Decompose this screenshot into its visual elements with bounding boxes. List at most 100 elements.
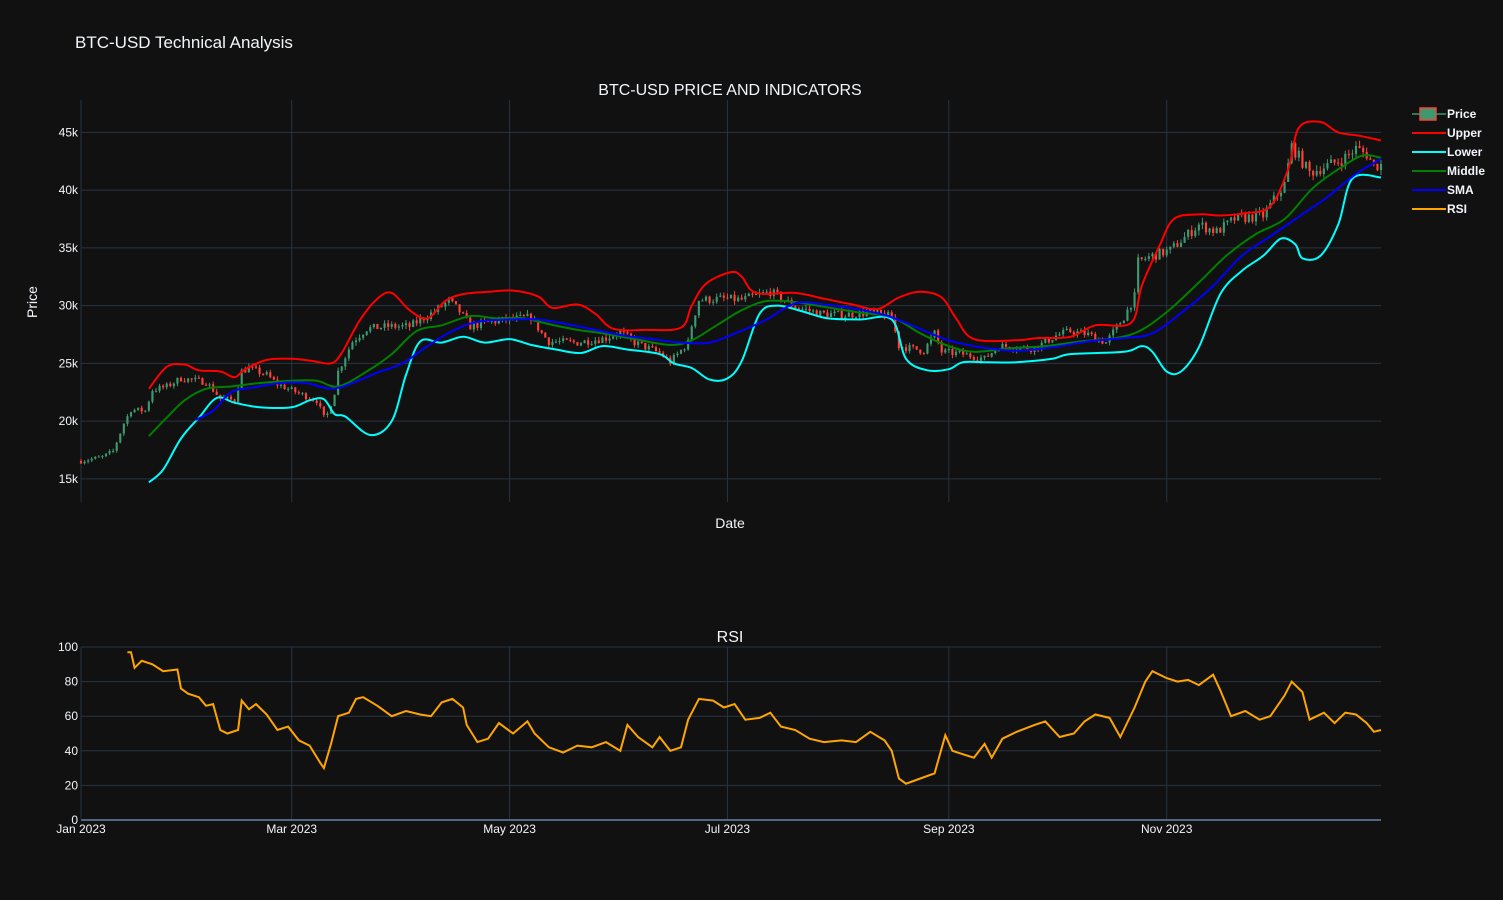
candle-body[interactable]: [415, 320, 418, 324]
candle-body[interactable]: [1294, 143, 1297, 158]
candle-body[interactable]: [144, 410, 147, 412]
candle-body[interactable]: [104, 453, 108, 457]
candle-body[interactable]: [812, 310, 815, 312]
candle-body[interactable]: [479, 320, 483, 328]
candle-body[interactable]: [640, 341, 643, 344]
candle-body[interactable]: [326, 413, 329, 415]
candle-body[interactable]: [304, 393, 308, 400]
candle-body[interactable]: [694, 315, 697, 327]
candle-body[interactable]: [983, 355, 986, 358]
candle-body[interactable]: [94, 456, 97, 459]
candle-body[interactable]: [651, 346, 654, 348]
candle-body[interactable]: [162, 385, 165, 388]
candle-body[interactable]: [1265, 207, 1268, 218]
candle-body[interactable]: [879, 309, 883, 314]
candle-body[interactable]: [87, 460, 90, 462]
candle-body[interactable]: [776, 289, 779, 293]
candle-body[interactable]: [1165, 249, 1168, 256]
series-line-rsi[interactable]: [127, 651, 1382, 785]
candle-body[interactable]: [112, 450, 115, 452]
candle-body[interactable]: [165, 383, 168, 388]
candle-body[interactable]: [583, 340, 586, 344]
candle-body[interactable]: [1351, 153, 1354, 155]
candle-body[interactable]: [383, 323, 386, 328]
candle-body[interactable]: [101, 456, 104, 458]
candle-body[interactable]: [476, 323, 479, 328]
candle-body[interactable]: [637, 341, 640, 346]
candle-body[interactable]: [819, 310, 822, 317]
candle-body[interactable]: [837, 310, 840, 312]
candle-body[interactable]: [333, 394, 336, 407]
candle-body[interactable]: [919, 349, 922, 354]
candle-body[interactable]: [151, 391, 154, 402]
candle-body[interactable]: [1333, 159, 1336, 163]
candle-body[interactable]: [372, 323, 375, 328]
candle-body[interactable]: [194, 377, 197, 380]
candle-body[interactable]: [119, 433, 122, 443]
candle-body[interactable]: [1004, 343, 1008, 347]
legend-item-upper[interactable]: Upper: [1412, 126, 1482, 140]
candle-body[interactable]: [633, 338, 636, 346]
candle-body[interactable]: [808, 308, 811, 312]
candle-body[interactable]: [1047, 338, 1050, 343]
candle-body[interactable]: [612, 336, 615, 339]
candle-body[interactable]: [551, 341, 554, 345]
candle-body[interactable]: [1179, 242, 1183, 247]
candle-body[interactable]: [454, 301, 458, 305]
candle-body[interactable]: [687, 339, 690, 350]
candle-body[interactable]: [604, 337, 608, 341]
candle-body[interactable]: [922, 353, 925, 355]
candle-body[interactable]: [1133, 292, 1136, 308]
candle-body[interactable]: [544, 332, 547, 338]
candle-body[interactable]: [1340, 163, 1343, 167]
candle-body[interactable]: [1337, 162, 1340, 164]
candle-body[interactable]: [1219, 228, 1222, 233]
rsi-panel-marks[interactable]: [127, 651, 1382, 785]
candle-body[interactable]: [1126, 309, 1129, 321]
series-line-sma[interactable]: [194, 158, 1382, 421]
candle-body[interactable]: [204, 384, 208, 386]
candle-body[interactable]: [969, 353, 972, 358]
candle-body[interactable]: [462, 312, 465, 314]
candle-body[interactable]: [940, 342, 943, 353]
candle-body[interactable]: [737, 297, 740, 302]
candle-body[interactable]: [569, 339, 572, 341]
candle-body[interactable]: [979, 357, 983, 361]
candle-body[interactable]: [404, 323, 408, 326]
candle-body[interactable]: [708, 296, 711, 303]
candle-body[interactable]: [337, 370, 340, 395]
candle-body[interactable]: [158, 385, 161, 391]
candle-body[interactable]: [726, 297, 729, 299]
candle-body[interactable]: [244, 369, 247, 373]
candle-body[interactable]: [701, 300, 704, 302]
candle-body[interactable]: [379, 327, 383, 330]
candle-body[interactable]: [1376, 163, 1379, 171]
candle-body[interactable]: [626, 332, 629, 334]
candle-body[interactable]: [258, 367, 261, 374]
candle-body[interactable]: [376, 323, 379, 330]
candle-body[interactable]: [215, 391, 218, 395]
candle-body[interactable]: [1201, 222, 1204, 225]
candle-body[interactable]: [822, 310, 825, 313]
candle-body[interactable]: [933, 330, 936, 338]
candle-body[interactable]: [754, 294, 758, 296]
candle-body[interactable]: [540, 330, 543, 333]
candle-body[interactable]: [369, 327, 372, 332]
candle-body[interactable]: [690, 326, 693, 340]
candle-body[interactable]: [1062, 330, 1065, 335]
candle-body[interactable]: [1247, 214, 1250, 222]
candle-body[interactable]: [262, 373, 265, 375]
legend-item-sma[interactable]: SMA: [1412, 183, 1474, 197]
candle-body[interactable]: [1172, 243, 1175, 247]
candle-body[interactable]: [908, 345, 911, 352]
candle-body[interactable]: [644, 343, 647, 350]
candle-body[interactable]: [601, 337, 604, 343]
candle-body[interactable]: [1301, 150, 1304, 168]
candle-body[interactable]: [1347, 153, 1350, 155]
candle-body[interactable]: [265, 372, 268, 375]
candle-body[interactable]: [751, 293, 754, 295]
candle-body[interactable]: [1244, 214, 1247, 222]
candle-body[interactable]: [1137, 257, 1140, 293]
candle-body[interactable]: [794, 306, 797, 309]
candle-body[interactable]: [440, 305, 443, 307]
